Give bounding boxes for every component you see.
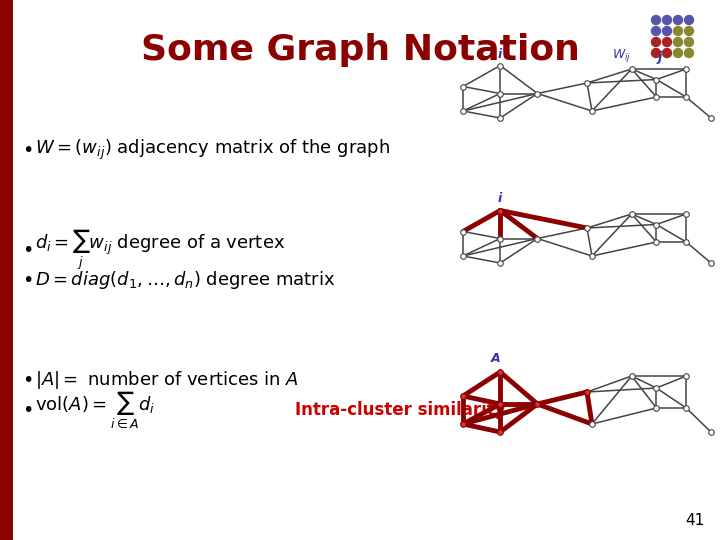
Circle shape [673,37,683,46]
Circle shape [685,49,693,57]
Circle shape [662,49,672,57]
Circle shape [673,16,683,24]
Text: i: i [498,192,503,206]
Text: •: • [22,140,33,159]
Circle shape [673,26,683,36]
Text: Some Graph Notation: Some Graph Notation [140,33,580,67]
Text: $d_i = \sum_j w_{ij}$ degree of a vertex: $d_i = \sum_j w_{ij}$ degree of a vertex [35,228,285,272]
Text: $|A| = $ number of vertices in $A$: $|A| = $ number of vertices in $A$ [35,369,299,391]
Circle shape [652,26,660,36]
Text: j: j [657,51,662,64]
Text: i: i [498,48,503,60]
Text: A: A [490,352,500,365]
Circle shape [652,37,660,46]
Text: $D = diag(d_1, \ldots, d_n)$ degree matrix: $D = diag(d_1, \ldots, d_n)$ degree matr… [35,269,336,291]
Circle shape [673,49,683,57]
Text: $W_{ij}$: $W_{ij}$ [612,47,631,64]
Text: Intra-cluster similarity: Intra-cluster similarity [295,401,505,419]
Text: $W = (w_{ij})$ adjacency matrix of the graph: $W = (w_{ij})$ adjacency matrix of the g… [35,138,390,162]
Circle shape [685,16,693,24]
Text: •: • [22,401,33,420]
Text: $\mathrm{vol}(A) = \sum_{i \in A} d_i$: $\mathrm{vol}(A) = \sum_{i \in A} d_i$ [35,390,155,430]
Circle shape [685,26,693,36]
Circle shape [652,16,660,24]
Text: •: • [22,240,33,260]
Text: •: • [22,271,33,289]
Circle shape [662,26,672,36]
Circle shape [652,49,660,57]
Text: 41: 41 [685,513,705,528]
Circle shape [662,16,672,24]
Circle shape [662,37,672,46]
Text: •: • [22,370,33,389]
Circle shape [685,37,693,46]
Bar [0,0,13,540]
